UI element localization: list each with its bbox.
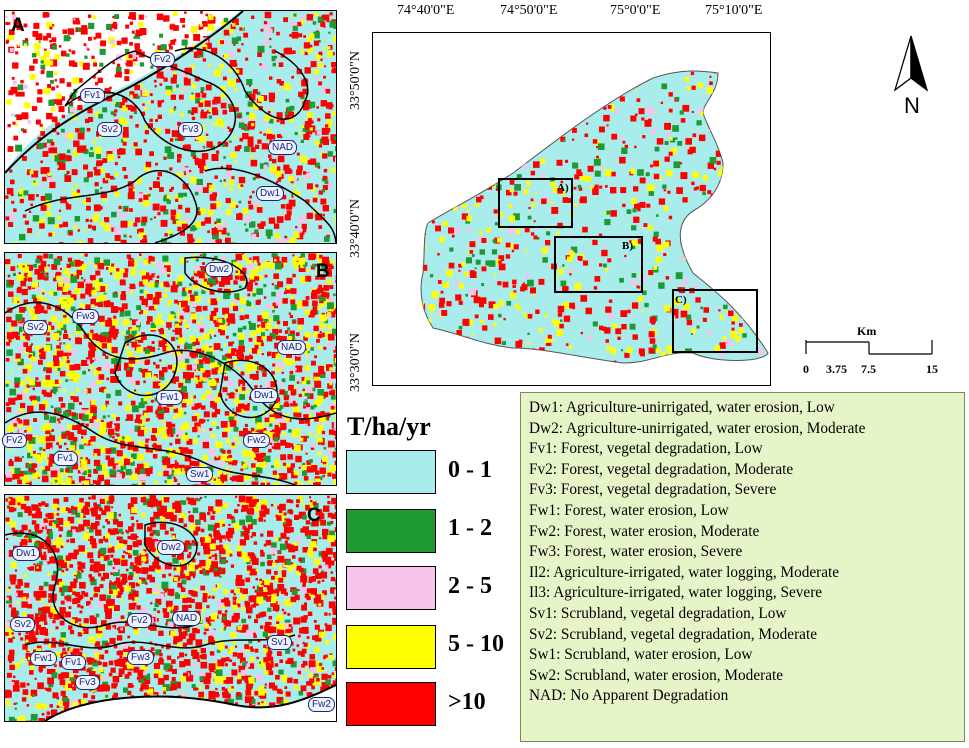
lon-tick-3: 75°0'0"E xyxy=(610,3,661,18)
legend-item: NAD: No Apparent Degradation xyxy=(529,687,729,705)
unit-label-fv1: Fv1 xyxy=(61,655,86,670)
inset-box-a-label: A) xyxy=(557,182,569,194)
class-swatch-4 xyxy=(346,682,436,726)
unit-label-dw1: Dw1 xyxy=(12,546,41,561)
degradation-legend: Dw1: Agriculture-unirrigated, water eros… xyxy=(520,392,965,742)
legend-item: Dw2: Agriculture-unirrigated, water eros… xyxy=(529,419,866,437)
lat-tick-2: 33°40'0"N xyxy=(348,199,363,258)
north-label: N xyxy=(904,93,920,118)
unit-label-fv3: Fv3 xyxy=(178,122,203,137)
inset-box-b xyxy=(554,236,643,293)
scale-tick-2: 7.5 xyxy=(861,362,876,376)
class-swatch-1 xyxy=(346,509,436,553)
scale-tick-3: 15 xyxy=(926,362,938,376)
unit-label-sv2: Sv2 xyxy=(97,122,123,137)
panel-a-map xyxy=(5,11,336,243)
legend-item: Fw2: Forest, water erosion, Moderate xyxy=(529,522,760,540)
unit-label-sv1: Sv1 xyxy=(267,635,293,650)
class-label-1: 1 - 2 xyxy=(448,515,492,541)
unit-label-fw2: Fw2 xyxy=(308,697,335,712)
unit-label-fv1: Fv1 xyxy=(80,88,105,103)
unit-label-fv2: Fv2 xyxy=(127,613,152,628)
class-swatch-0 xyxy=(346,450,436,494)
legend-item: Fw1: Forest, water erosion, Low xyxy=(529,501,729,519)
scale-bar xyxy=(805,340,933,355)
unit-label-sv2: Sv2 xyxy=(23,320,49,335)
unit-label-fv3: Fv3 xyxy=(75,675,100,690)
legend-item: Sw2: Scrubland, water erosion, Moderate xyxy=(529,666,784,684)
panel-b-map xyxy=(5,253,336,485)
unit-label-fv2: Fv2 xyxy=(150,52,175,67)
class-swatch-2 xyxy=(346,566,436,610)
inset-panel-c: C xyxy=(4,494,337,722)
main-map xyxy=(372,32,771,386)
unit-label-dw1: Dw1 xyxy=(250,388,279,403)
legend-item: Fw3: Forest, water erosion, Severe xyxy=(529,543,743,561)
lon-tick-2: 74°50'0"E xyxy=(500,3,558,18)
lat-tick-3: 33°30'0"N xyxy=(348,333,363,392)
panel-label-b: B xyxy=(316,261,330,282)
lon-tick-1: 74°40'0"E xyxy=(397,3,455,18)
scale-tick-1: 3.75 xyxy=(826,362,847,376)
legend-item: Il3: Agriculture-irrigated, water loggin… xyxy=(529,584,823,602)
scale-unit: Km xyxy=(857,324,877,338)
class-label-3: 5 - 10 xyxy=(448,631,504,657)
legend-item: Dw1: Agriculture-unirrigated, water eros… xyxy=(529,399,835,416)
unit-label-fw1: Fw1 xyxy=(156,390,183,405)
inset-box-a xyxy=(498,178,573,228)
north-arrow-icon xyxy=(893,35,929,92)
unit-label-nad: NAD xyxy=(277,340,307,355)
class-label-2: 2 - 5 xyxy=(448,573,492,599)
unit-label-fw1: Fw1 xyxy=(30,651,57,666)
unit-label-nad: NAD xyxy=(172,611,202,626)
unit-label-fv1: Fv1 xyxy=(53,451,78,466)
inset-panel-a: A xyxy=(4,10,337,244)
main-map-svg xyxy=(420,70,769,364)
legend-item: Sv2: Scrubland, vegetal degradation, Mod… xyxy=(529,625,818,643)
class-legend-title: T/ha/yr xyxy=(347,412,431,441)
legend-item: Fv1: Forest, vegetal degradation, Low xyxy=(529,440,763,458)
unit-label-fw3: Fw3 xyxy=(72,309,99,324)
inset-box-b-label: B) xyxy=(622,240,633,252)
unit-label-dw2: Dw2 xyxy=(205,262,234,277)
unit-label-sv2: Sv2 xyxy=(10,617,36,632)
legend-item: Fv3: Forest, vegetal degradation, Severe xyxy=(529,481,777,499)
legend-item: Il2: Agriculture-irrigated, water loggin… xyxy=(529,563,840,581)
class-label-0: 0 - 1 xyxy=(448,457,492,483)
class-label-4: >10 xyxy=(448,689,486,715)
unit-label-fw2: Fw2 xyxy=(243,433,270,448)
unit-label-nad: NAD xyxy=(268,140,298,155)
class-swatch-3 xyxy=(346,625,436,669)
legend-item: Fv2: Forest, vegetal degradation, Modera… xyxy=(529,460,794,478)
unit-label-fv2: Fv2 xyxy=(2,433,27,448)
inset-panel-b: B xyxy=(4,252,337,486)
lon-tick-4: 75°10'0"E xyxy=(705,3,763,18)
unit-label-dw2: Dw2 xyxy=(157,540,186,555)
panel-c-map xyxy=(5,495,336,721)
unit-label-fw3: Fw3 xyxy=(127,650,154,665)
inset-box-c-label: C) xyxy=(675,294,687,306)
legend-item: Sw1: Scrubland, water erosion, Low xyxy=(529,646,753,664)
legend-item: Sv1: Scrubland, vegetal degradation, Low xyxy=(529,604,787,622)
lat-tick-1: 33°50'0"N xyxy=(348,51,363,110)
unit-label-dw1: Dw1 xyxy=(256,186,285,201)
panel-label-a: A xyxy=(11,15,25,36)
scale-tick-0: 0 xyxy=(803,362,809,376)
inset-box-c xyxy=(672,289,758,353)
panel-label-c: C xyxy=(307,505,321,526)
unit-label-sw1: Sw1 xyxy=(186,467,214,482)
